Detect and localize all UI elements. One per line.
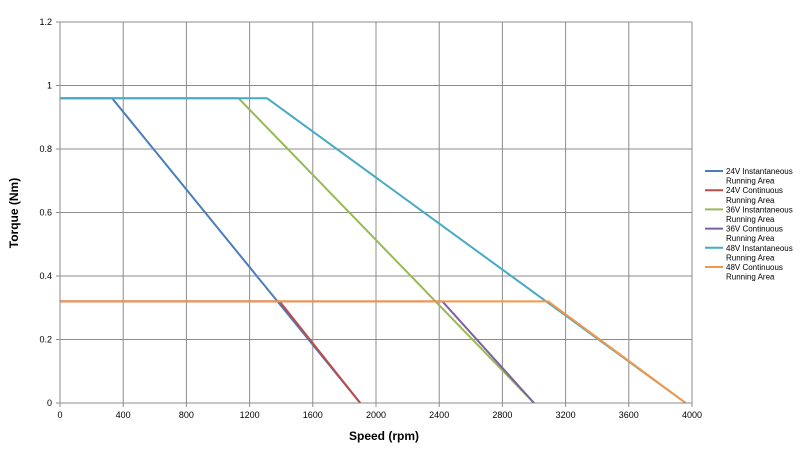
x-tick-label: 3200: [556, 410, 576, 420]
series-line-6: [60, 300, 687, 404]
axes: 0 400 800 1200 1600 2000 2400 2800 3200 3600 4000 0…: [39, 17, 702, 420]
x-tick-label: 0: [57, 410, 62, 420]
y-tick-label: 0.2: [39, 335, 52, 345]
y-tick-label: 1.2: [39, 17, 52, 27]
legend-label-line: 24V Continuous: [726, 186, 783, 195]
x-tick-label: 4000: [682, 410, 702, 420]
legend-label-line: Running Area: [726, 196, 775, 205]
y-axis-title: Torque (Nm): [7, 178, 21, 248]
legend-label-line: 36V Instantaneous: [726, 205, 793, 214]
legend-label: 24V Continuous Running Area: [726, 186, 783, 205]
legend-label: 24V Instantaneous Running Area: [726, 167, 793, 186]
legend-label: 48V Continuous Running Area: [726, 263, 783, 282]
y-tick-label: 0.4: [39, 271, 52, 281]
x-tick-label: 2800: [492, 410, 512, 420]
legend-label-line: Running Area: [726, 215, 775, 224]
legend-label-line: Running Area: [726, 253, 775, 262]
legend-label: 36V Instantaneous Running Area: [726, 205, 793, 224]
x-axis-title: Speed (rpm): [349, 429, 419, 443]
legend-label-line: Running Area: [726, 234, 775, 243]
x-tick-label: 3600: [619, 410, 639, 420]
x-tick-label: 1600: [303, 410, 323, 420]
legend-label-line: 24V Instantaneous: [726, 167, 793, 176]
x-tick-label: 400: [116, 410, 131, 420]
legend-label-line: 48V Instantaneous: [726, 244, 793, 253]
legend-label-line: Running Area: [726, 177, 775, 186]
y-tick-label: 0.8: [39, 144, 52, 154]
legend-label: 36V Continuous Running Area: [726, 225, 783, 244]
x-tick-label: 800: [179, 410, 194, 420]
legend-label-line: Running Area: [726, 273, 775, 282]
plot-series: [60, 97, 687, 404]
y-tick-label: 1: [47, 81, 52, 91]
y-tick-label: 0.6: [39, 208, 52, 218]
x-tick-label: 1200: [240, 410, 260, 420]
legend-label-line: 36V Continuous: [726, 225, 783, 234]
x-tick-label: 2000: [366, 410, 386, 420]
legend-label: 48V Instantaneous Running Area: [726, 244, 793, 263]
legend-label-line: 48V Continuous: [726, 263, 783, 272]
x-tick-label: 2400: [429, 410, 449, 420]
y-tick-label: 0: [47, 398, 52, 408]
